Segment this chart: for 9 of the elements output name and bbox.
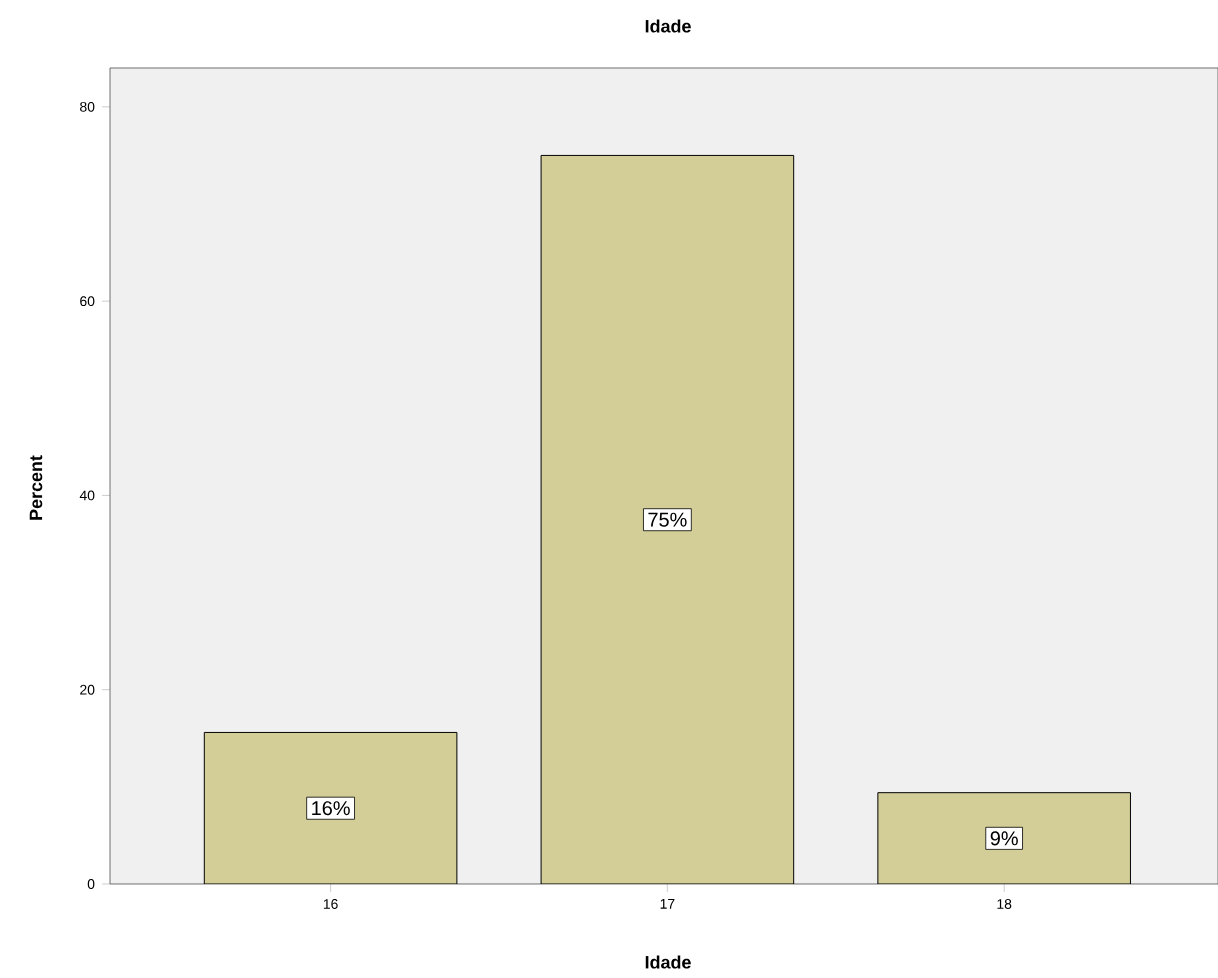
data-label: 16% [312,801,350,816]
bar [540,154,795,884]
bar [203,731,458,884]
x-axis-title: Idade [645,955,691,969]
data-label: 75% [648,512,687,527]
bar [877,792,1131,884]
data-label: 9% [990,831,1018,846]
y-axis-title: Percent [29,455,43,520]
chart-title: Idade [645,19,691,33]
